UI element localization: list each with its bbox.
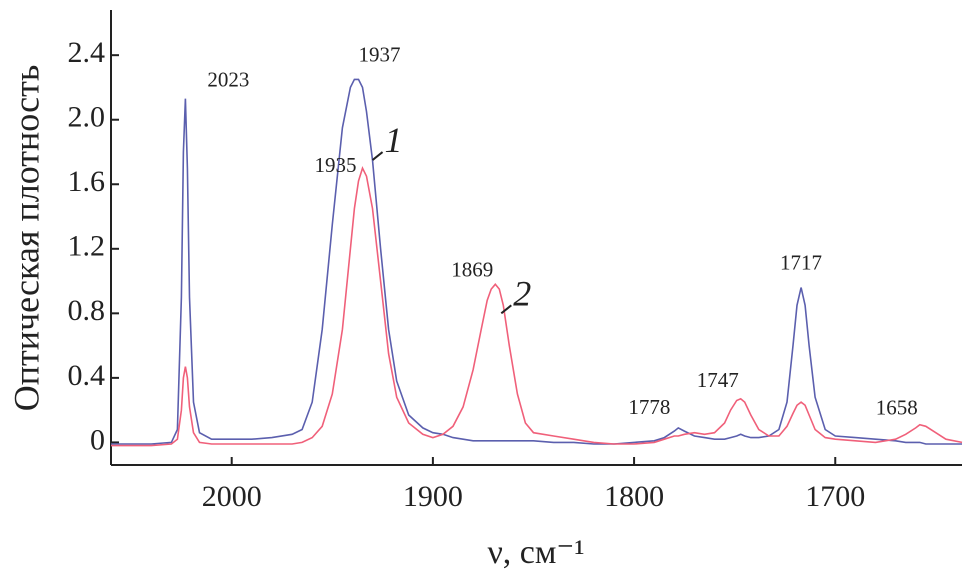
spectrum-line <box>111 165 963 447</box>
y-tick-label: 1.2 <box>68 230 106 263</box>
y-tick-label: 2.4 <box>68 36 106 69</box>
peak-label: 1935 <box>314 153 356 177</box>
curve-label: 2 <box>513 273 531 313</box>
x-axis-label: ν, см⁻¹ <box>487 534 584 571</box>
peak-label: 1778 <box>628 395 670 419</box>
spectrum-line <box>111 78 962 445</box>
x-tick-label: 2000 <box>202 480 262 513</box>
peak-label: 1747 <box>697 368 739 392</box>
x-tick-label: 1900 <box>403 480 463 513</box>
y-tick-label: 0.8 <box>68 294 106 327</box>
curve-label-leader <box>371 151 384 161</box>
y-tick-label: 1.6 <box>68 165 106 198</box>
peak-label: 1658 <box>876 396 918 420</box>
curve-label-leader <box>500 304 512 315</box>
peak-label: 1717 <box>780 251 822 275</box>
x-tick-label: 1700 <box>805 480 865 513</box>
y-tick-label: 2.0 <box>68 101 106 134</box>
y-tick-label: 0.4 <box>68 359 106 392</box>
curve-label: 1 <box>385 120 403 160</box>
y-axis-label: Оптическая плотность <box>6 65 46 411</box>
peak-label: 1937 <box>358 42 400 66</box>
y-tick-label: 0 <box>90 423 105 456</box>
peak-label: 1869 <box>451 257 493 281</box>
x-tick-label: 1800 <box>604 480 664 513</box>
peak-label: 2023 <box>207 68 249 92</box>
